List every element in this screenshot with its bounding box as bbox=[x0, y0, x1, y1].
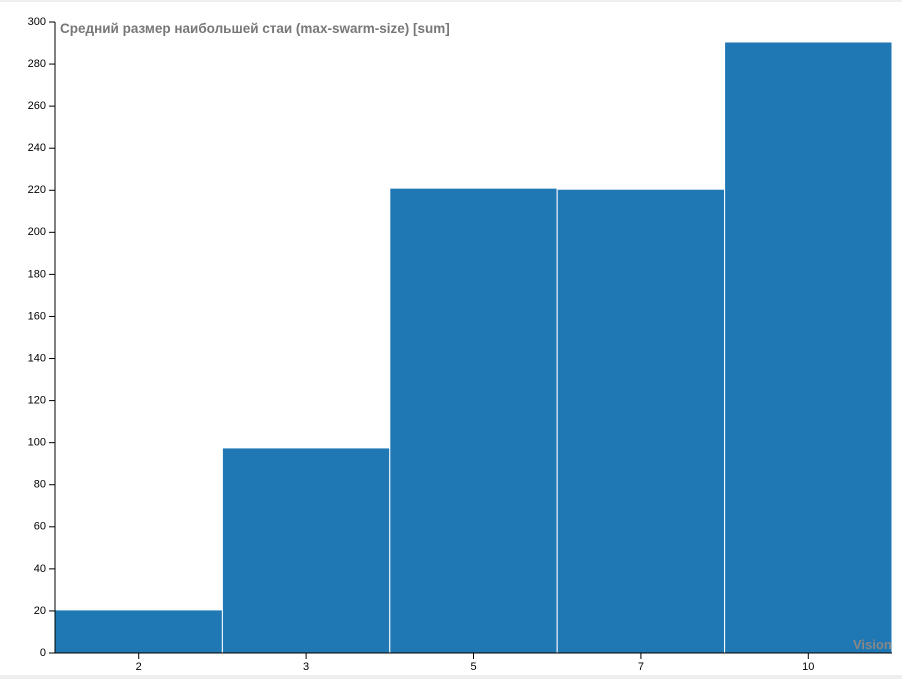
y-tick-label: 160 bbox=[28, 310, 46, 322]
bar bbox=[724, 41, 893, 654]
x-tick-label: 7 bbox=[638, 661, 644, 673]
chart-title: Средний размер наибольшей стаи (max-swar… bbox=[60, 21, 450, 36]
plot: 0 20 40 60 80 100 120 140 160 180 200 220 240 260 280 3… bbox=[28, 16, 893, 673]
y-tick-label: 20 bbox=[34, 605, 46, 617]
y-tick-label: 220 bbox=[28, 184, 46, 196]
y-tick-label: 260 bbox=[28, 100, 46, 112]
bar bbox=[221, 447, 391, 654]
y-tick-label: 140 bbox=[28, 352, 46, 364]
y-tick-label: 240 bbox=[28, 142, 46, 154]
x-axis-label: Vision bbox=[853, 637, 892, 652]
y-tick-label: 0 bbox=[40, 647, 46, 659]
bar bbox=[556, 188, 726, 654]
y-tick-label: 280 bbox=[28, 58, 46, 70]
bar bbox=[54, 609, 223, 654]
y-tick-label: 60 bbox=[34, 521, 46, 533]
top-border bbox=[0, 0, 902, 2]
bottom-border bbox=[0, 675, 902, 679]
bar bbox=[389, 187, 558, 654]
x-tick-label: 2 bbox=[136, 661, 142, 673]
y-tick-label: 120 bbox=[28, 395, 46, 407]
y-tick-label: 40 bbox=[34, 563, 46, 575]
x-tick-label: 10 bbox=[802, 661, 814, 673]
y-tick-label: 80 bbox=[34, 479, 46, 491]
x-tick-label: 5 bbox=[470, 661, 476, 673]
y-tick-label: 180 bbox=[28, 268, 46, 280]
x-tick-label: 3 bbox=[303, 661, 309, 673]
y-tick-label: 200 bbox=[28, 226, 46, 238]
y-tick-label: 300 bbox=[28, 16, 46, 28]
y-tick-label: 100 bbox=[28, 437, 46, 449]
